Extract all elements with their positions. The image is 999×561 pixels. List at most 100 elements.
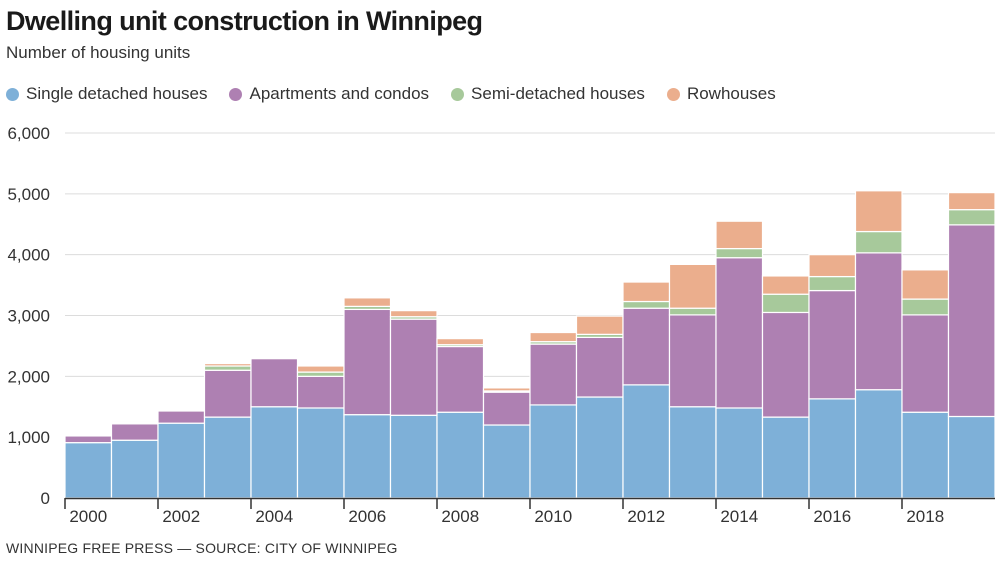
bar-segment-2010-s1 bbox=[529, 343, 578, 406]
bar-segment-2012-s1 bbox=[622, 307, 671, 386]
legend-item: Single detached houses bbox=[6, 84, 207, 104]
bar-segment-2001-s0 bbox=[110, 439, 159, 499]
bar-segment-2015-s0 bbox=[761, 416, 810, 499]
legend-item: Semi-detached houses bbox=[451, 84, 645, 104]
bar-segment-2019-s0 bbox=[947, 415, 996, 499]
bar-segment-2008-s3 bbox=[436, 338, 485, 346]
x-tick-label: 2002 bbox=[162, 507, 200, 526]
bar-segment-2011-s3 bbox=[575, 315, 624, 335]
legend-label: Rowhouses bbox=[686, 84, 776, 103]
x-axis: 2000 2002 2004 2006 2008 2010 2012 2014 2016 2018 bbox=[64, 497, 995, 526]
bar-segment-2009-s3 bbox=[482, 387, 531, 392]
bar-segment-2012-s3 bbox=[622, 281, 671, 303]
legend-label: Single detached houses bbox=[26, 84, 208, 103]
x-tick-label: 2008 bbox=[441, 507, 479, 526]
bar-segment-2003-s2 bbox=[203, 365, 252, 371]
bar-segment-2018-s3 bbox=[901, 269, 950, 300]
x-tick-label: 2004 bbox=[255, 507, 293, 526]
legend: Single detached houses Apartments and con… bbox=[6, 84, 798, 104]
bar-segment-2005-s1 bbox=[296, 375, 345, 409]
x-tick-label: 2006 bbox=[348, 507, 386, 526]
legend-swatch bbox=[451, 87, 465, 101]
bar-segment-2014-s1 bbox=[715, 257, 764, 409]
x-tick-label: 2016 bbox=[813, 507, 851, 526]
x-tick-label: 2010 bbox=[534, 507, 572, 526]
bar-segment-2016-s0 bbox=[808, 398, 857, 499]
bar-segment-2014-s2 bbox=[715, 247, 764, 259]
bar-segment-2013-s1 bbox=[668, 314, 717, 408]
y-tick-label: 2,000 bbox=[7, 367, 50, 386]
bar-segment-2008-s1 bbox=[436, 345, 485, 413]
chart-subtitle: Number of housing units bbox=[6, 43, 191, 62]
bar-segment-2016-s1 bbox=[808, 289, 857, 400]
bar-segment-2007-s3 bbox=[389, 310, 438, 318]
bar-segment-2012-s2 bbox=[622, 300, 671, 309]
bars bbox=[64, 190, 996, 499]
bar-segment-2005-s2 bbox=[296, 371, 345, 377]
x-tick-label: 2012 bbox=[627, 507, 665, 526]
bar-segment-2001-s1 bbox=[110, 423, 159, 441]
legend-label: Apartments and condos bbox=[249, 84, 430, 103]
legend-item: Apartments and condos bbox=[229, 84, 429, 104]
bar-segment-2002-s1 bbox=[157, 410, 206, 424]
x-tick-label: 2018 bbox=[906, 507, 944, 526]
bar-segment-2007-s1 bbox=[389, 318, 438, 416]
y-tick-label: 1,000 bbox=[7, 428, 50, 447]
bar-segment-2005-s3 bbox=[296, 365, 345, 373]
y-tick-label: 3,000 bbox=[7, 307, 50, 326]
bar-segment-2006-s0 bbox=[343, 414, 392, 499]
bar-segment-2004-s0 bbox=[250, 406, 299, 499]
bar-segment-2013-s0 bbox=[668, 406, 717, 499]
bar-segment-2000-s1 bbox=[64, 435, 113, 444]
source-credit: WINNIPEG FREE PRESS — SOURCE: CITY OF WI… bbox=[6, 540, 398, 556]
bar-segment-2007-s0 bbox=[389, 414, 438, 499]
bar-segment-2014-s0 bbox=[715, 407, 764, 499]
bar-segment-2006-s3 bbox=[343, 297, 392, 307]
bar-segment-2019-s3 bbox=[947, 192, 996, 211]
bar-segment-2005-s0 bbox=[296, 407, 345, 499]
bar-segment-2018-s2 bbox=[901, 298, 950, 316]
bar-segment-2011-s0 bbox=[575, 396, 624, 499]
bar-segment-2010-s3 bbox=[529, 331, 578, 343]
y-tick-label: 0 bbox=[41, 489, 50, 508]
bar-segment-2016-s2 bbox=[808, 275, 857, 292]
y-tick-label: 4,000 bbox=[7, 246, 50, 265]
bar-segment-2019-s2 bbox=[947, 209, 996, 226]
y-tick-label: 5,000 bbox=[7, 185, 50, 204]
legend-swatch bbox=[666, 87, 680, 101]
bar-segment-2011-s1 bbox=[575, 336, 624, 398]
bar-segment-2003-s1 bbox=[203, 369, 252, 418]
bar-segment-2008-s0 bbox=[436, 411, 485, 499]
bar-segment-2017-s2 bbox=[854, 230, 903, 254]
bar-segment-2015-s1 bbox=[761, 311, 810, 418]
bar-segment-2019-s1 bbox=[947, 224, 996, 418]
legend-swatch bbox=[6, 87, 19, 101]
y-tick-label: 6,000 bbox=[7, 124, 50, 143]
bar-segment-2017-s0 bbox=[854, 389, 903, 499]
legend-label: Semi-detached houses bbox=[471, 84, 645, 103]
chart-title: Dwelling unit construction in Winnipeg bbox=[6, 6, 483, 36]
bar-segment-2009-s0 bbox=[482, 424, 531, 499]
bar-segment-2001-s3 bbox=[110, 420, 159, 424]
bar-segment-2003-s0 bbox=[203, 416, 252, 499]
bar-segment-2018-s0 bbox=[901, 411, 950, 499]
bar-segment-2009-s1 bbox=[482, 391, 531, 426]
bar-segment-2018-s1 bbox=[901, 314, 950, 413]
bar-segment-2013-s2 bbox=[668, 307, 717, 316]
bar-segment-2017-s3 bbox=[854, 190, 903, 233]
y-axis: 0 1,000 2,000 3,000 4,000 5,000 6,000 bbox=[7, 124, 50, 508]
bar-segment-2000-s0 bbox=[64, 442, 113, 499]
bar-segment-2016-s3 bbox=[808, 254, 857, 278]
bar-segment-2013-s3 bbox=[668, 263, 717, 309]
bar-segment-2012-s0 bbox=[622, 384, 671, 499]
bar-segment-2006-s1 bbox=[343, 308, 392, 416]
bar-segment-2002-s0 bbox=[157, 422, 206, 499]
bar-segment-2010-s0 bbox=[529, 404, 578, 499]
bar-segment-2015-s2 bbox=[761, 293, 810, 314]
bar-segment-2017-s1 bbox=[854, 252, 903, 391]
legend-item: Rowhouses bbox=[666, 84, 776, 104]
x-tick-label: 2014 bbox=[720, 507, 758, 526]
bar-segment-2015-s3 bbox=[761, 275, 810, 295]
legend-swatch bbox=[229, 87, 243, 101]
